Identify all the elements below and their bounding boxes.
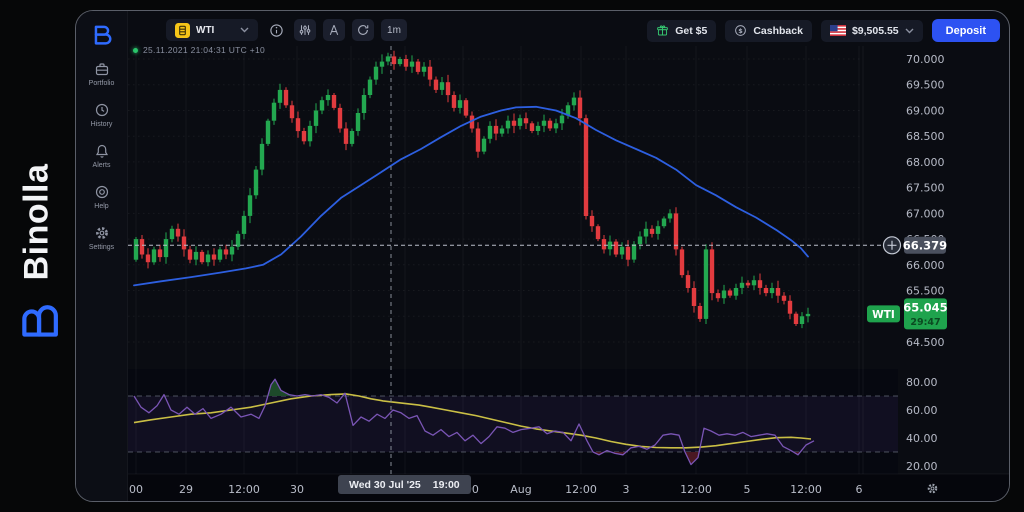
refresh-button[interactable]: [352, 19, 374, 41]
svg-text:67.500: 67.500: [906, 182, 945, 195]
sidebar: Portfolio History Alerts Help Settings: [76, 11, 128, 501]
oscillator-axis-labels: 80.00 60.00 40.00 20.00: [906, 376, 938, 473]
briefcase-icon: [95, 63, 108, 76]
us-flag-icon: [829, 25, 846, 36]
asset-selector[interactable]: WTI: [166, 19, 258, 41]
info-button[interactable]: [265, 19, 287, 41]
help-icon: [95, 185, 108, 199]
time-axis-strip: [128, 474, 1009, 501]
sidebar-item-portfolio[interactable]: Portfolio: [76, 61, 127, 87]
bell-icon: [95, 144, 108, 158]
svg-text:69.000: 69.000: [906, 105, 945, 118]
toolbar-left: WTI 1m: [166, 19, 407, 41]
trading-app-window: Portfolio History Alerts Help Settings: [75, 10, 1010, 502]
cashback-coin-icon: $: [735, 25, 747, 36]
crosshair-time: 19:00: [432, 478, 460, 491]
plus-icon: [887, 240, 897, 250]
sidebar-item-help[interactable]: Help: [76, 184, 127, 210]
app-logo-icon[interactable]: [91, 23, 113, 45]
svg-text:68.000: 68.000: [906, 156, 945, 169]
brand-wordmark: Binolla: [17, 163, 56, 281]
connection-status: 25.11.2021 21:04:31 UTC +10: [133, 45, 265, 55]
clock-icon: [95, 103, 108, 117]
online-status-dot: [133, 47, 138, 53]
axis-settings-button[interactable]: [921, 477, 943, 499]
svg-text:$: $: [739, 27, 744, 35]
svg-text:5: 5: [744, 483, 751, 496]
status-datetime: 25.11.2021 21:04:31 UTC +10: [143, 45, 266, 55]
oil-barrel-icon: [175, 22, 190, 38]
svg-text:Aug: Aug: [510, 483, 531, 496]
trade-timer: 29:47: [910, 317, 940, 328]
balance-amount: $9,505.55: [851, 24, 899, 37]
drawing-tool-icon: [329, 25, 339, 35]
info-icon: [269, 23, 283, 37]
svg-text:40.00: 40.00: [906, 432, 938, 445]
svg-text:60.00: 60.00: [906, 404, 938, 417]
sidebar-item-alerts[interactable]: Alerts: [76, 143, 127, 169]
sidebar-item-label: Settings: [88, 244, 115, 251]
deposit-button[interactable]: Deposit: [931, 19, 1000, 42]
gear-icon: [927, 483, 937, 493]
price-chart[interactable]: 70.000 69.500 69.000 68.500 68.000 67.500 67.0…: [128, 46, 1009, 501]
svg-text:70.000: 70.000: [906, 53, 945, 66]
svg-text:68.500: 68.500: [906, 130, 945, 143]
oscillator-fast-line: [133, 378, 815, 466]
gift-icon: [657, 25, 669, 36]
svg-text:29: 29: [179, 483, 193, 496]
toolbar-right: Get $5 $ Cashback $9,505.55 Deposit: [647, 19, 1000, 42]
svg-text:67.000: 67.000: [906, 207, 945, 220]
sliders-icon: [299, 25, 311, 35]
oscillator-pane: [128, 369, 898, 474]
timeframe-button[interactable]: 1m: [381, 19, 407, 41]
crosshair-date: Wed 30 Jul '25: [349, 478, 421, 491]
svg-text:30: 30: [290, 483, 304, 496]
svg-text:69.500: 69.500: [906, 79, 945, 92]
cashback-button[interactable]: $ Cashback: [725, 19, 812, 42]
current-price-value: 65.045: [903, 300, 947, 314]
svg-text:12:00: 12:00: [565, 483, 597, 496]
svg-text:66.379: 66.379: [903, 238, 947, 252]
crosshair-price-badge: 66.379: [903, 236, 947, 254]
refresh-icon: [358, 25, 369, 35]
svg-text:12:00: 12:00: [790, 483, 822, 496]
svg-text:3: 3: [623, 483, 630, 496]
sidebar-item-label: History: [90, 121, 113, 128]
svg-text:80.00: 80.00: [906, 376, 938, 389]
oscillator-slow-line: [133, 393, 812, 449]
chevron-down-icon: [905, 28, 914, 33]
svg-text:20.00: 20.00: [906, 460, 938, 473]
crosshair-time-tooltip: Wed 30 Jul '25 19:00: [338, 475, 471, 494]
sidebar-item-label: Alerts: [92, 162, 111, 169]
svg-text:00: 00: [129, 483, 143, 496]
rewards-button[interactable]: Get $5: [647, 19, 717, 42]
rewards-label: Get $5: [675, 24, 708, 37]
ma-line: [133, 105, 809, 287]
cashback-label: Cashback: [753, 24, 803, 37]
svg-text:6: 6: [856, 483, 863, 496]
sidebar-item-settings[interactable]: Settings: [76, 225, 127, 251]
drawing-tools-button[interactable]: [323, 19, 345, 41]
sidebar-item-label: Help: [94, 203, 109, 210]
svg-text:WTI: WTI: [872, 309, 895, 321]
svg-text:66.000: 66.000: [906, 259, 945, 272]
gear-icon: [95, 227, 108, 239]
svg-text:64.500: 64.500: [906, 336, 945, 349]
svg-text:12:00: 12:00: [680, 483, 712, 496]
brand-logo-icon: [22, 305, 58, 337]
balance-selector[interactable]: $9,505.55: [820, 19, 923, 42]
indicators-button[interactable]: [294, 19, 316, 41]
svg-text:65.500: 65.500: [906, 285, 945, 298]
candles-layer: [133, 50, 811, 329]
sidebar-item-label: Portfolio: [88, 80, 115, 87]
svg-text:12:00: 12:00: [228, 483, 260, 496]
chevron-down-icon: [240, 27, 249, 33]
add-position-button: [882, 236, 902, 255]
asset-symbol: WTI: [196, 24, 215, 36]
sidebar-item-history[interactable]: History: [76, 102, 127, 128]
current-price-badge: WTI 65.045 29:47: [867, 298, 948, 330]
